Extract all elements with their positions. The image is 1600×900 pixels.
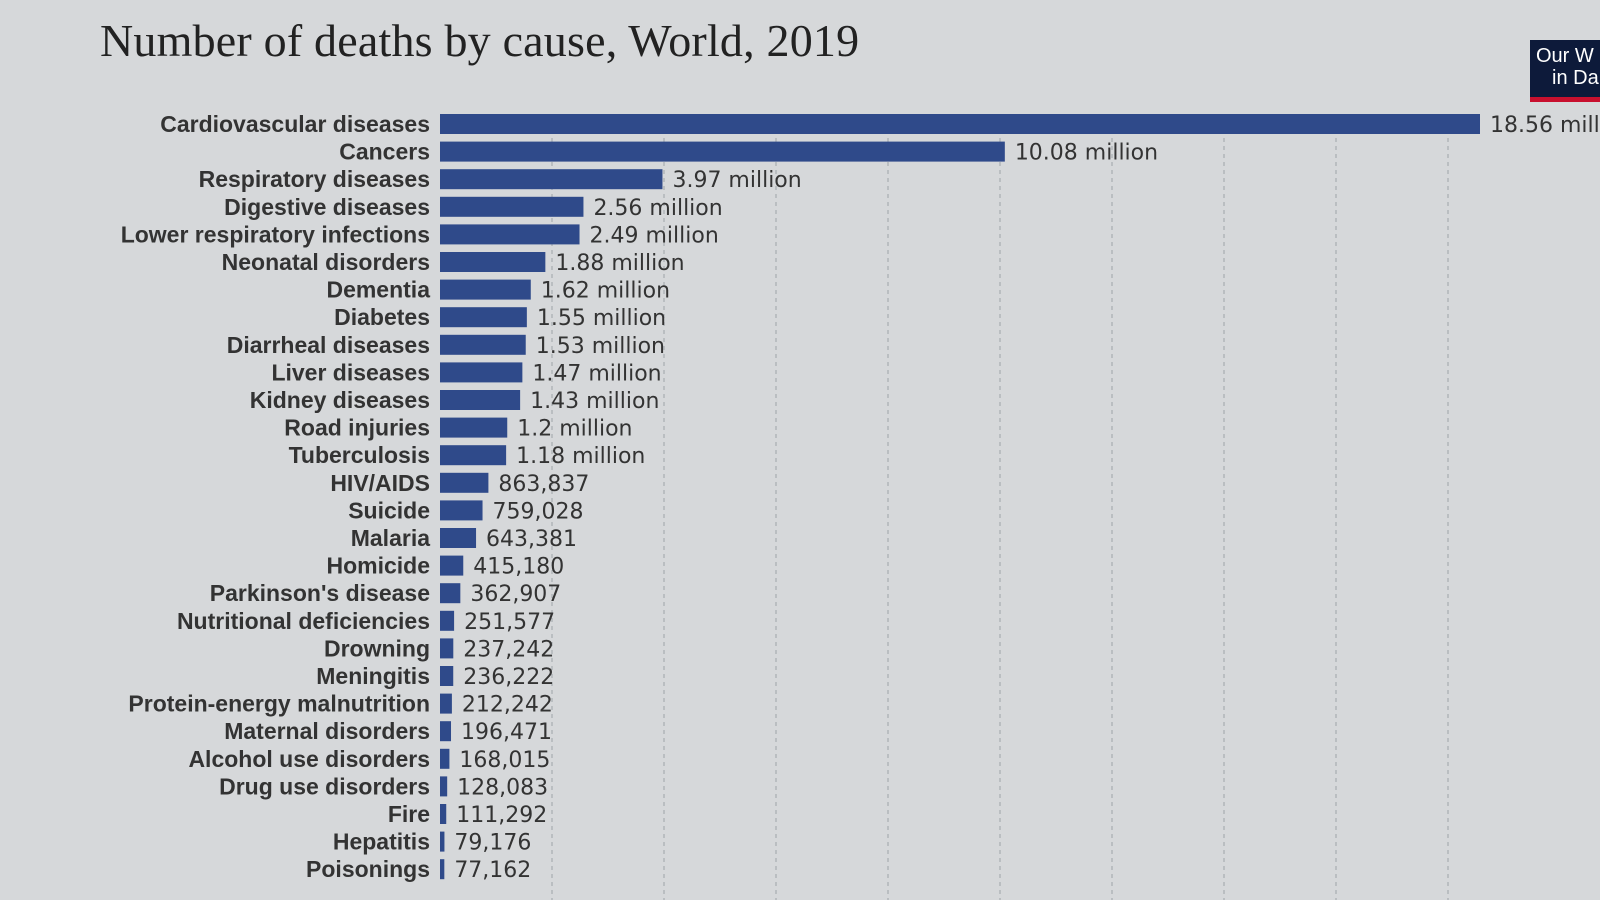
category-label: Respiratory diseases (199, 166, 430, 192)
bar[interactable] (440, 500, 483, 521)
value-label: 111,292 (456, 803, 547, 828)
category-label: Suicide (348, 497, 430, 523)
category-label: Road injuries (284, 415, 430, 441)
value-label: 2.49 million (590, 223, 719, 248)
bar[interactable] (440, 528, 477, 548)
category-label: Fire (388, 801, 430, 827)
value-label: 415,180 (473, 555, 564, 580)
value-label: 196,471 (461, 720, 552, 745)
category-label: Dementia (326, 277, 430, 303)
bar[interactable] (440, 776, 448, 797)
bar[interactable] (440, 362, 523, 383)
logo-line-2: in Da (1552, 67, 1599, 89)
bar[interactable] (440, 224, 580, 245)
bar[interactable] (440, 555, 464, 576)
category-label: Cardiovascular diseases (160, 111, 430, 137)
value-label: 77,162 (454, 858, 531, 883)
bar[interactable] (440, 279, 531, 300)
logo-line-1: Our W (1536, 45, 1594, 67)
category-label: Homicide (326, 553, 430, 579)
chart-title: Number of deaths by cause, World, 2019 (100, 15, 860, 66)
category-label: Kidney diseases (250, 387, 430, 413)
value-label: 3.97 million (672, 168, 801, 193)
value-label: 1.18 million (516, 444, 645, 469)
value-label: 1.47 million (532, 361, 661, 386)
value-label: 1.88 million (555, 251, 684, 276)
category-label: Neonatal disorders (222, 249, 430, 275)
owid-logo[interactable]: Our W in Da (1530, 40, 1600, 102)
value-label: 168,015 (459, 748, 550, 773)
value-label: 212,242 (462, 693, 553, 718)
bar[interactable] (440, 472, 489, 493)
value-label: 1.43 million (530, 389, 659, 414)
value-label: 18.56 mill (1490, 113, 1600, 138)
category-label: Parkinson's disease (210, 580, 430, 606)
category-label: Alcohol use disorders (188, 746, 430, 772)
category-label: HIV/AIDS (330, 470, 430, 496)
bar[interactable] (440, 610, 455, 631)
value-label: 362,907 (470, 582, 561, 607)
bar[interactable] (440, 390, 521, 410)
value-label: 1.55 million (537, 306, 666, 331)
bar[interactable] (440, 693, 452, 714)
bar[interactable] (440, 583, 461, 604)
bar[interactable] (440, 252, 546, 272)
bar[interactable] (440, 666, 454, 686)
value-label: 2.56 million (593, 196, 722, 221)
category-label: Protein-energy malnutrition (128, 691, 430, 717)
category-label: Liver diseases (271, 359, 430, 385)
value-label: 79,176 (454, 831, 531, 856)
category-label: Malaria (351, 525, 430, 551)
value-label: 128,083 (457, 775, 548, 800)
bar[interactable] (440, 114, 1480, 134)
category-label: Meningitis (316, 663, 430, 689)
bar[interactable] (440, 748, 450, 769)
value-label: 236,222 (463, 665, 554, 690)
value-label: 863,837 (498, 472, 589, 497)
bar[interactable] (440, 169, 663, 190)
category-label: Digestive diseases (224, 194, 430, 220)
category-label: Maternal disorders (224, 718, 430, 744)
category-label: Drowning (324, 635, 430, 661)
category-label: Lower respiratory infections (121, 221, 430, 247)
category-label: Poisonings (306, 856, 430, 882)
bar-chart: Cardiovascular diseases 18.56 mill Cancers… (121, 111, 1600, 900)
category-label: Drug use disorders (219, 773, 430, 799)
value-label: 237,242 (463, 637, 554, 662)
bar[interactable] (440, 417, 508, 438)
category-label: Hepatitis (333, 829, 430, 855)
bar[interactable] (440, 141, 1005, 162)
category-label: Diabetes (334, 304, 430, 330)
value-label: 759,028 (493, 499, 584, 524)
bar[interactable] (440, 196, 584, 217)
bar[interactable] (440, 638, 454, 659)
value-label: 251,577 (464, 610, 555, 635)
value-label: 10.08 million (1015, 141, 1158, 166)
bar[interactable] (440, 445, 507, 466)
bar[interactable] (440, 334, 526, 355)
bar[interactable] (440, 721, 452, 742)
value-label: 1.62 million (541, 279, 670, 304)
category-label: Tuberculosis (289, 442, 430, 468)
category-label: Nutritional deficiencies (177, 608, 430, 634)
value-label: 1.53 million (536, 334, 665, 359)
category-label: Cancers (339, 139, 430, 165)
bar[interactable] (440, 831, 445, 852)
value-label: 1.2 million (517, 417, 632, 442)
bar[interactable] (440, 859, 445, 880)
bar[interactable] (440, 804, 447, 824)
category-label: Diarrheal diseases (227, 332, 430, 358)
value-label: 643,381 (486, 527, 577, 552)
bar[interactable] (440, 307, 527, 328)
